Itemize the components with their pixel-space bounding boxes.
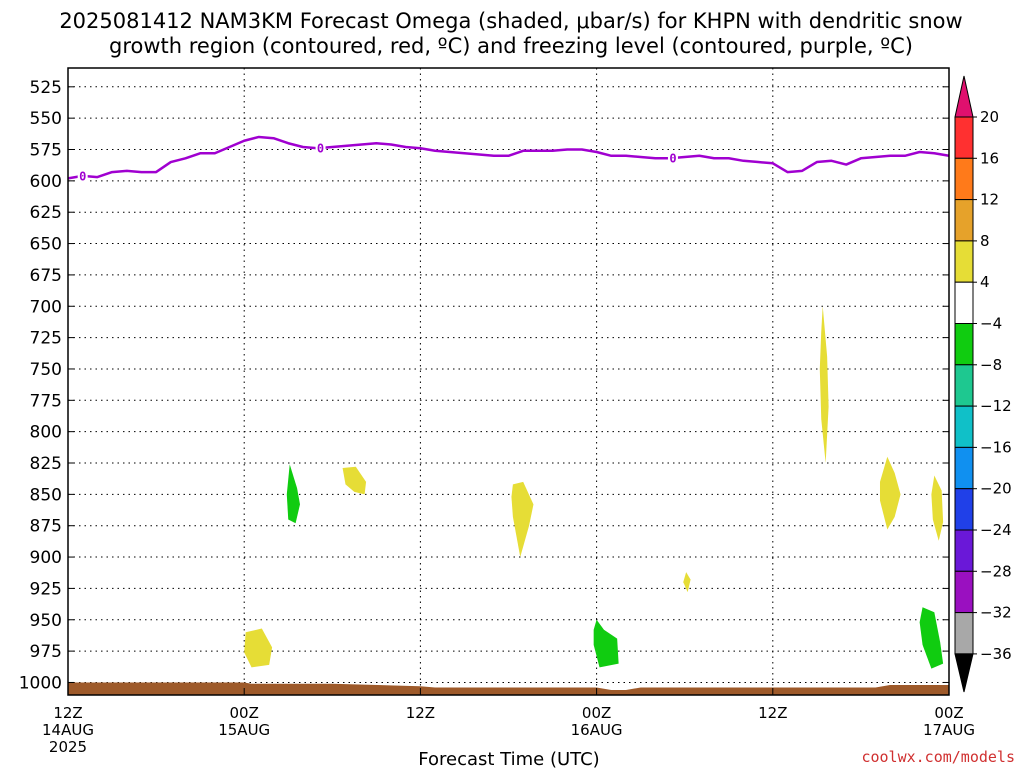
colorbar-label: 12 [980, 191, 999, 209]
omega-region [286, 464, 300, 524]
y-tick-label: 600 [30, 172, 62, 192]
freezing-level-line [67, 135, 950, 180]
omega-region [593, 619, 619, 668]
colorbar-label: −12 [980, 397, 1012, 415]
colorbar-bin [954, 446, 974, 490]
y-tick-label: 925 [30, 579, 62, 599]
colorbar-label: 20 [980, 108, 999, 126]
freezing-level-label: 0 [79, 169, 86, 183]
colorbar-label: 16 [980, 149, 999, 167]
y-tick-label: 775 [30, 391, 62, 411]
freezing-level-label: 0 [669, 152, 676, 166]
x-tick-label: 15AUG [218, 721, 270, 739]
terrain-surface [68, 682, 949, 695]
y-tick-label: 625 [30, 203, 62, 223]
credit-text: coolwx.com/models [861, 748, 1015, 766]
colorbar-bin [954, 240, 974, 283]
freezing-level-label: 0 [317, 142, 324, 156]
colorbar-bin [954, 364, 974, 407]
omega-region [244, 628, 273, 668]
colorbar: 20 16 12 8 4 −4 −8 −12 −16 −20 −24 −28 −32 −36 [954, 75, 1012, 693]
colorbar-label: −20 [980, 480, 1012, 498]
colorbar-bin [954, 529, 974, 572]
colorbar-label: −4 [980, 315, 1002, 333]
x-tick-label: 12Z [53, 704, 82, 722]
y-tick-label: 800 [30, 423, 62, 443]
contour-label-bg [667, 150, 678, 166]
omega-region [342, 466, 367, 495]
chart-title-line-2: growth region (contoured, red, ºC) and f… [109, 34, 913, 58]
y-tick-label: 1000 [19, 673, 62, 693]
x-axis-label: Forecast Time (UTC) [418, 749, 599, 768]
y-axis: 525 550 575 600 625 650 675 700 725 750 775 800 825 8… [19, 78, 949, 693]
omega-region [511, 481, 534, 558]
y-tick-label: 750 [30, 360, 62, 380]
colorbar-bin [954, 199, 974, 242]
y-tick-label: 525 [30, 78, 62, 98]
colorbar-bin [954, 570, 974, 614]
colorbar-bin [954, 281, 974, 325]
y-tick-label: 725 [30, 329, 62, 349]
y-tick-label: 850 [30, 485, 62, 505]
colorbar-bin [954, 157, 974, 201]
x-tick-label: 16AUG [571, 721, 623, 739]
x-tick-label: 00Z [230, 704, 259, 722]
omega-region [931, 475, 944, 541]
colorbar-top-arrow [954, 75, 974, 118]
omega-region [879, 456, 901, 530]
omega-region [683, 572, 691, 593]
y-tick-label: 550 [30, 109, 62, 129]
y-tick-label: 650 [30, 235, 62, 255]
grid-lines [68, 68, 949, 695]
plot-frame [67, 67, 950, 696]
x-tick-label: 2025 [49, 738, 87, 756]
freezing-level-contour: 0 0 0 [67, 135, 950, 183]
y-tick-label: 875 [30, 517, 62, 537]
y-tick-label: 700 [30, 297, 62, 317]
colorbar-bottom-arrow [954, 653, 974, 693]
x-tick-label: 12Z [406, 704, 435, 722]
contour-label-bg [315, 140, 326, 156]
colorbar-bin [954, 323, 974, 366]
y-tick-label: 950 [30, 611, 62, 631]
colorbar-label: −8 [980, 356, 1002, 374]
colorbar-label: −16 [980, 438, 1012, 456]
colorbar-label: 4 [980, 273, 990, 291]
x-tick-label: 00Z [582, 704, 611, 722]
colorbar-label: 8 [980, 232, 990, 250]
x-tick-label: 14AUG [42, 721, 94, 739]
colorbar-label: −32 [980, 604, 1012, 622]
colorbar-bin [954, 116, 974, 159]
chart-title-line-1: 2025081412 NAM3KM Forecast Omega (shaded… [59, 9, 962, 33]
y-tick-label: 675 [30, 266, 62, 286]
x-tick-label: 12Z [758, 704, 787, 722]
colorbar-bin [954, 612, 974, 655]
y-tick-label: 825 [30, 454, 62, 474]
x-tick-label: 00Z [934, 704, 963, 722]
omega-region [819, 306, 829, 464]
colorbar-label: −36 [980, 645, 1012, 663]
y-tick-label: 900 [30, 548, 62, 568]
omega-shading [244, 306, 944, 669]
colorbar-label: −24 [980, 521, 1012, 539]
y-tick-label: 975 [30, 642, 62, 662]
colorbar-bin [954, 405, 974, 448]
colorbar-bin [954, 488, 974, 531]
terrain-fill [68, 682, 949, 695]
omega-region [919, 607, 944, 669]
y-tick-label: 575 [30, 141, 62, 161]
colorbar-label: −28 [980, 562, 1012, 580]
x-tick-label: 17AUG [923, 721, 975, 739]
contour-label-bg [77, 167, 88, 183]
